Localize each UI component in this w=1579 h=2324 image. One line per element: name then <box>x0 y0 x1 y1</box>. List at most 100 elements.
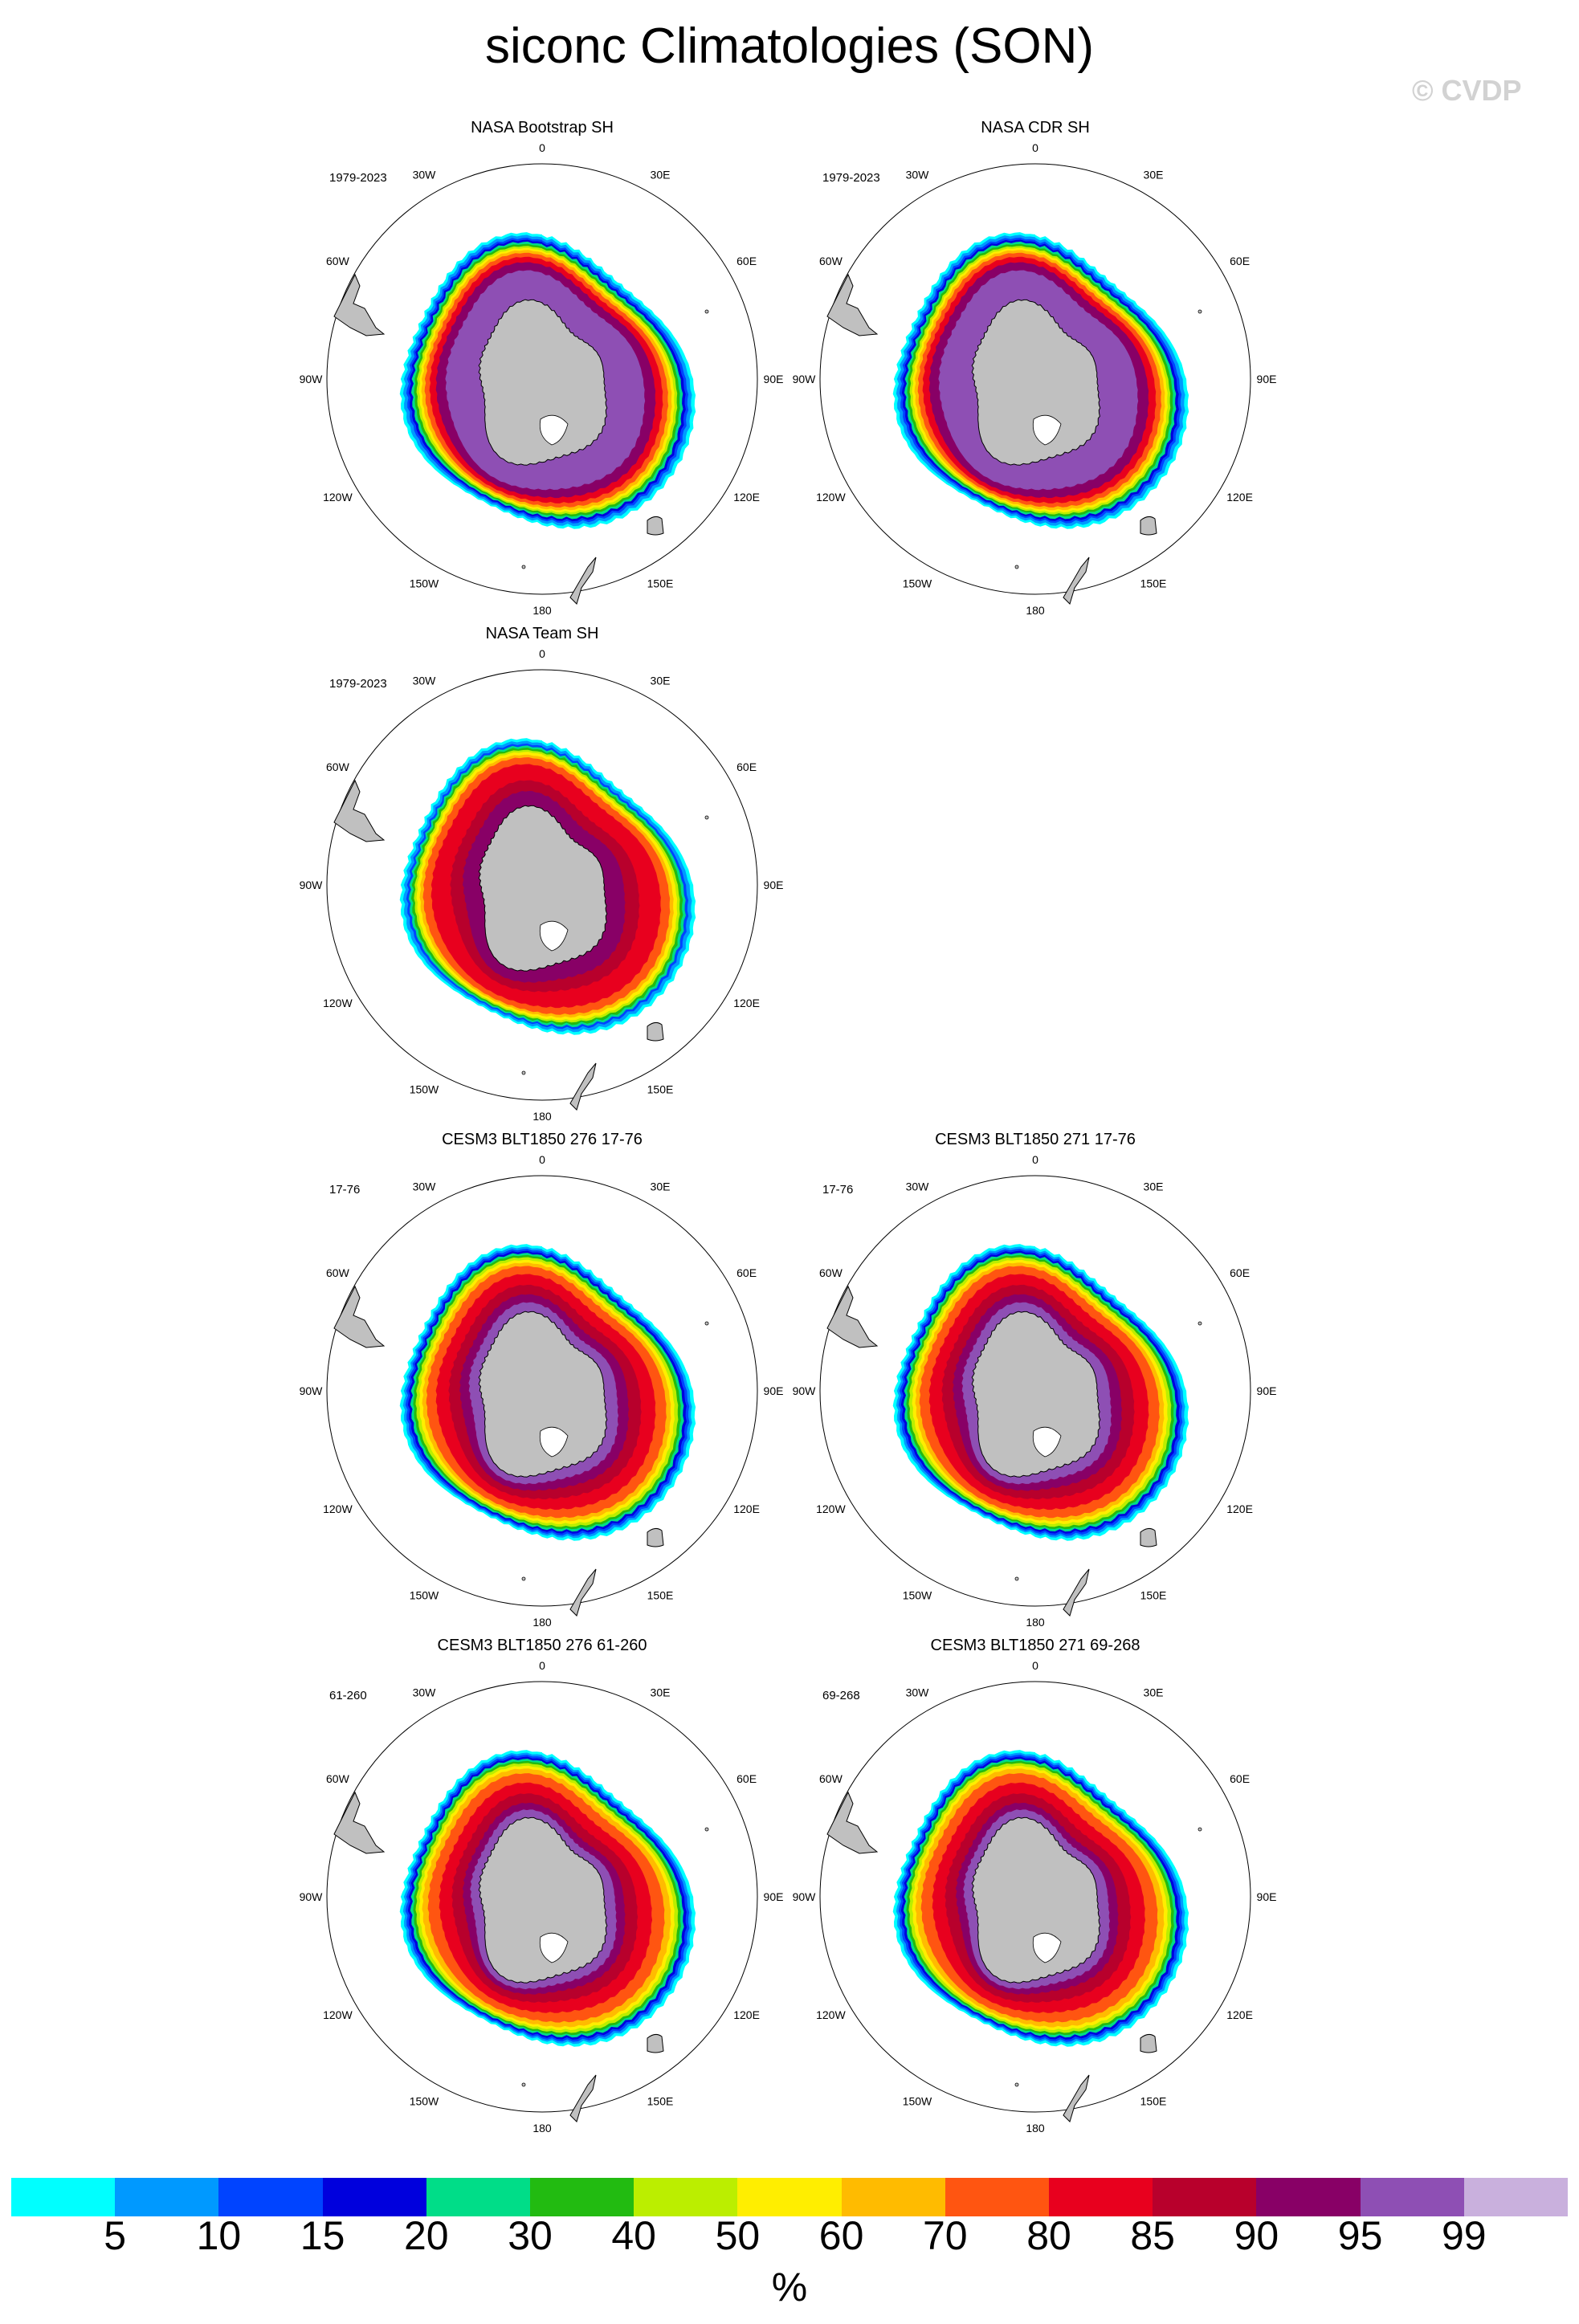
longitude-label: 150E <box>647 577 674 590</box>
longitude-label: 150E <box>647 1083 674 1096</box>
panel-period: 17-76 <box>822 1183 854 1197</box>
longitude-label: 60W <box>819 255 843 267</box>
longitude-label: 30W <box>413 674 437 687</box>
tasmania-landmass <box>647 2033 664 2053</box>
colorbar-tick-label: 70 <box>922 2213 968 2258</box>
island-landmass <box>521 1576 526 1581</box>
colorbar-tick-label: 15 <box>300 2213 345 2258</box>
longitude-label: 120E <box>733 1502 760 1515</box>
polar-map: 0 30E 60E 90E 120E 150E 180 150W 120W 90W 60W 30W <box>793 1659 1277 2133</box>
longitude-label: 60E <box>736 1266 757 1279</box>
longitude-label: 30E <box>1144 1180 1164 1193</box>
longitude-label: 60W <box>326 760 350 773</box>
antarctica-landmass <box>478 1311 608 1478</box>
longitude-label: 0 <box>1032 1153 1038 1166</box>
longitude-label: 60E <box>736 760 757 773</box>
island-landmass <box>521 1070 526 1075</box>
island-landmass <box>1014 565 1019 569</box>
longitude-label: 60E <box>1230 255 1250 267</box>
island-landmass <box>704 309 709 314</box>
panel-title: CESM3 BLT1850 271 69-268 <box>930 1637 1140 1654</box>
ross-ice-shelf <box>1032 1932 1062 1963</box>
longitude-label: 120E <box>1226 1502 1253 1515</box>
longitude-label: 60W <box>326 255 350 267</box>
south-america-landmass <box>826 273 879 336</box>
longitude-label: 30E <box>651 1686 671 1698</box>
island-landmass <box>704 1827 709 1832</box>
island-landmass <box>704 815 709 820</box>
longitude-label: 60E <box>1230 1266 1250 1279</box>
antarctica-landmass <box>971 1816 1101 1984</box>
tasmania-landmass <box>1140 1527 1157 1547</box>
colorbar-box <box>841 2178 946 2216</box>
longitude-label: 0 <box>539 141 545 154</box>
colorbar-tick-label: 85 <box>1130 2213 1175 2258</box>
longitude-label: 120E <box>733 491 760 504</box>
longitude-label: 90E <box>764 879 784 891</box>
ross-ice-shelf <box>1032 1426 1062 1458</box>
longitude-label: 30W <box>413 1180 437 1193</box>
panel-title: NASA Bootstrap SH <box>471 119 614 137</box>
longitude-label: 120E <box>733 2008 760 2021</box>
antarctica-landmass <box>971 299 1101 466</box>
longitude-label: 120W <box>816 2008 846 2021</box>
longitude-label: 120W <box>323 2008 353 2021</box>
island-landmass <box>1198 1827 1202 1832</box>
longitude-label: 180 <box>532 2122 552 2133</box>
map-panel: NASA Bootstrap SH 1979-2023 0 30E 60E 90E 12… <box>281 117 803 615</box>
longitude-label: 0 <box>1032 1659 1038 1672</box>
new-zealand-landmass <box>569 2074 597 2122</box>
longitude-label: 90E <box>764 373 784 385</box>
longitude-label: 0 <box>539 1659 545 1672</box>
south-america-landmass <box>333 779 386 842</box>
longitude-label: 60W <box>819 1266 843 1279</box>
longitude-label: 30E <box>651 674 671 687</box>
south-america-landmass <box>826 1285 879 1348</box>
longitude-label: 30E <box>1144 1686 1164 1698</box>
antarctica-landmass <box>478 1816 608 1984</box>
longitude-label: 30E <box>651 1180 671 1193</box>
tasmania-landmass <box>1140 2033 1157 2053</box>
longitude-label: 150W <box>410 1589 439 1602</box>
sea-ice-field <box>399 232 696 529</box>
new-zealand-landmass <box>1063 1568 1090 1617</box>
longitude-label: 60E <box>736 255 757 267</box>
longitude-label: 180 <box>1026 604 1045 615</box>
longitude-label: 30W <box>906 1180 930 1193</box>
colorbar-box <box>11 2178 116 2216</box>
longitude-label: 30E <box>1144 168 1164 181</box>
longitude-label: 0 <box>539 647 545 660</box>
longitude-label: 180 <box>532 604 552 615</box>
colorbar-units: % <box>771 2265 808 2310</box>
new-zealand-landmass <box>1063 557 1090 605</box>
longitude-label: 150E <box>647 2095 674 2108</box>
longitude-label: 150W <box>410 1083 439 1096</box>
island-landmass <box>1198 1321 1202 1326</box>
longitude-label: 90E <box>1257 373 1277 385</box>
polar-map: 0 30E 60E 90E 120E 150E 180 150W 120W 90W 60W 30W <box>793 1153 1277 1627</box>
longitude-label: 120W <box>816 491 846 504</box>
new-zealand-landmass <box>569 1062 597 1111</box>
longitude-label: 90W <box>793 1384 817 1397</box>
panel-period: 17-76 <box>329 1183 361 1197</box>
longitude-label: 120E <box>1226 491 1253 504</box>
longitude-label: 120W <box>323 997 353 1009</box>
longitude-label: 90E <box>1257 1384 1277 1397</box>
island-landmass <box>1198 309 1202 314</box>
antarctica-landmass <box>971 1311 1101 1478</box>
tasmania-landmass <box>647 516 664 536</box>
colorbar-box <box>426 2178 531 2216</box>
longitude-label: 90E <box>764 1890 784 1903</box>
colorbar-tick-label: 50 <box>715 2213 761 2258</box>
colorbar-tick-label: 90 <box>1234 2213 1279 2258</box>
panel-title: CESM3 BLT1850 271 17-76 <box>935 1131 1136 1148</box>
colorbar-box <box>634 2178 738 2216</box>
longitude-label: 0 <box>539 1153 545 1166</box>
page-title: siconc Climatologies (SON) <box>485 18 1094 74</box>
map-panel: NASA Team SH 1979-2023 0 30E 60E 90E 120E 150… <box>281 623 803 1121</box>
colorbar-tick-label: 60 <box>818 2213 864 2258</box>
colorbar-box <box>530 2178 634 2216</box>
longitude-label: 120E <box>733 997 760 1009</box>
longitude-label: 150E <box>647 1589 674 1602</box>
colorbar-box <box>1463 2178 1569 2216</box>
